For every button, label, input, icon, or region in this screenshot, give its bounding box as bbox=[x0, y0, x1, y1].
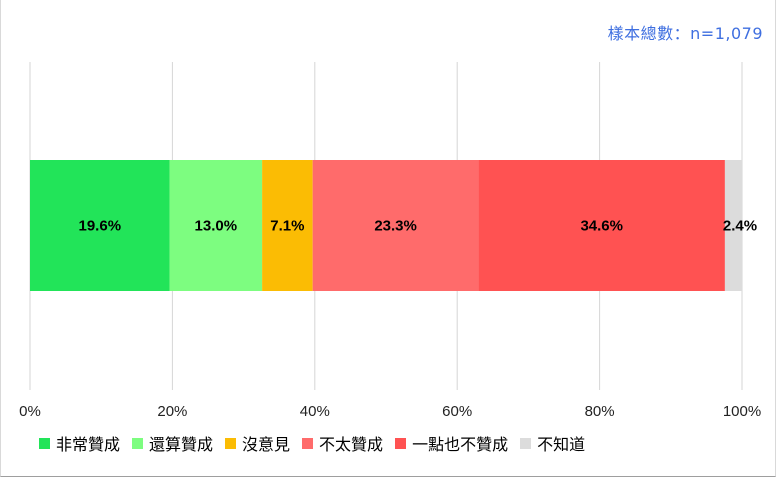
legend-swatch bbox=[39, 437, 50, 449]
sample-size-note: 樣本總數：n=1,079 bbox=[607, 24, 763, 43]
legend-item: 一點也不贊成 bbox=[395, 431, 508, 455]
legend-label: 不太贊成 bbox=[319, 435, 384, 454]
bar-segment bbox=[169, 160, 263, 291]
x-axis-tick-labels: 0% 20% 40% 60% 80% 100% bbox=[19, 403, 761, 420]
bar-value-label: 34.6% bbox=[580, 218, 623, 235]
bar-segment bbox=[30, 160, 170, 291]
bar-segment bbox=[478, 160, 725, 291]
bar-value-label: 2.4% bbox=[723, 218, 757, 235]
bar-segments bbox=[30, 160, 742, 291]
legend-swatch bbox=[520, 437, 532, 449]
legend-swatch bbox=[225, 437, 237, 449]
x-tick-label: 100% bbox=[723, 403, 761, 420]
legend-swatch bbox=[302, 437, 314, 449]
x-tick-label: 40% bbox=[300, 403, 330, 420]
bar-segment bbox=[312, 160, 479, 291]
legend-swatch bbox=[395, 437, 407, 449]
legend-label: 沒意見 bbox=[242, 435, 291, 454]
bar-segment bbox=[724, 160, 742, 291]
legend-label: 非常贊成 bbox=[56, 435, 121, 454]
legend-label: 還算贊成 bbox=[149, 435, 214, 454]
x-tick-label: 60% bbox=[442, 403, 472, 420]
bar-value-label: 23.3% bbox=[374, 218, 417, 235]
x-tick-label: 20% bbox=[157, 403, 187, 420]
legend-label: 一點也不贊成 bbox=[412, 435, 509, 454]
legend-item: 不太贊成 bbox=[302, 431, 383, 455]
legend-label: 不知道 bbox=[537, 435, 586, 454]
legend: 非常贊成 還算贊成 沒意見 不太贊成 一點也不贊成 不知道 bbox=[39, 431, 597, 455]
stacked-bar-chart: 19.6% 13.0% 7.1% 23.3% 34.6% 2.4% 0% 20% 40% 60%… bbox=[19, 62, 761, 420]
legend-item: 非常贊成 bbox=[39, 431, 120, 455]
legend-swatch bbox=[132, 437, 144, 449]
legend-item: 不知道 bbox=[520, 431, 585, 455]
legend-item: 沒意見 bbox=[225, 431, 290, 455]
bar-value-labels: 19.6% 13.0% 7.1% 23.3% 34.6% 2.4% bbox=[79, 218, 758, 235]
bar-value-label: 19.6% bbox=[79, 218, 122, 235]
legend-item: 還算贊成 bbox=[132, 431, 213, 455]
x-tick-label: 80% bbox=[585, 403, 615, 420]
x-tick-label: 0% bbox=[19, 403, 41, 420]
bar-segment bbox=[262, 160, 313, 291]
bar-value-label: 7.1% bbox=[270, 218, 304, 235]
bar-value-label: 13.0% bbox=[195, 218, 238, 235]
